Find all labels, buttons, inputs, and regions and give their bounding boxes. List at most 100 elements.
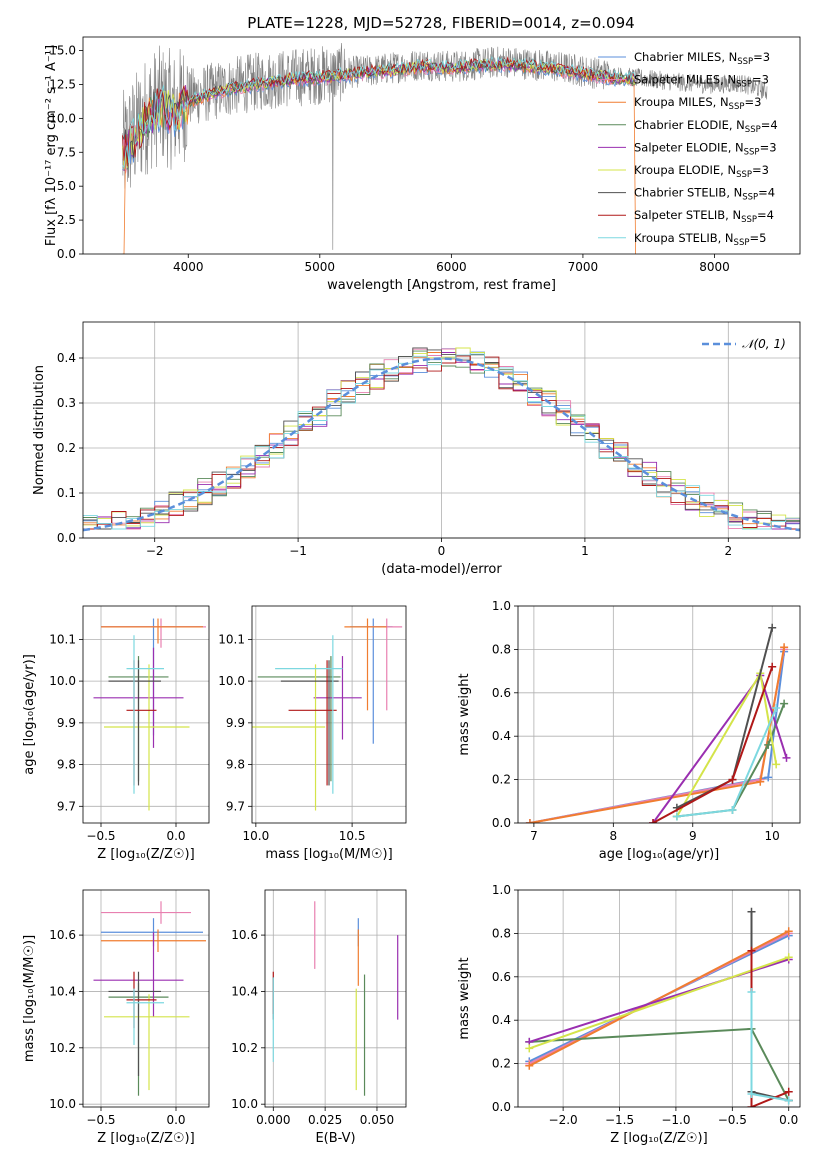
y-tick-label: 9.7	[226, 799, 245, 813]
weight-line	[528, 930, 790, 1067]
x-tick-label: 10	[765, 829, 780, 843]
x-tick-label: 0.050	[360, 1113, 394, 1127]
weight-marker	[525, 1044, 534, 1053]
x-tick-label: 5000	[305, 260, 336, 274]
weight-marker	[780, 699, 789, 708]
x-tick-label: 0.0	[166, 1113, 185, 1127]
plot-area	[93, 618, 206, 811]
y-tick-label: 10.0	[218, 674, 245, 688]
x-axis-label: wavelength [Angstrom, rest frame]	[327, 278, 556, 293]
legend-entry: Salpeter STELIB, NSSP=4	[634, 208, 774, 225]
y-tick-label: 10.6	[231, 928, 258, 942]
y-axis-label: mass weight	[457, 957, 472, 1039]
weight-marker	[764, 740, 773, 749]
y-tick-label: 10.0	[49, 674, 76, 688]
weight-marker	[772, 760, 781, 769]
x-tick-label: −1.5	[605, 1113, 634, 1127]
x-axis-label: Z [log₁₀(Z/Z☉)]	[97, 1131, 194, 1146]
weight-marker	[747, 1089, 756, 1098]
axes-weight_vs_Z: −2.0 −1.5 −1.0 −0.5 0.0 0.0 0.2 0.4 0.6 0.8 1.0 Z […	[457, 883, 801, 1146]
x-tick-label: 0	[438, 544, 446, 558]
x-tick-label: −1.0	[661, 1113, 690, 1127]
axes-spectrum: 4000 5000 6000 7000 8000 0.0 2.5 5.0 7.5 10.0 12.5…	[44, 36, 801, 293]
weight-marker	[525, 1061, 534, 1070]
legend-count: =3	[760, 140, 777, 154]
x-tick-label: 6000	[436, 260, 467, 274]
gridlines	[252, 606, 406, 823]
x-tick-label: 0.025	[308, 1113, 342, 1127]
y-tick-label: 0.0	[492, 816, 511, 830]
axes-frame	[517, 889, 801, 1108]
legend-subscript: SSP	[734, 238, 750, 248]
plot-area	[525, 907, 793, 1107]
x-tick-label: 7	[530, 829, 538, 843]
weight-marker	[756, 777, 765, 786]
y-tick-label: 0.3	[57, 396, 76, 410]
x-axis-label: mass [log₁₀(M/M☉)]	[265, 847, 392, 862]
legend-count: =3	[752, 73, 769, 87]
y-tick-label: 0.2	[57, 441, 76, 455]
axes-frame	[82, 889, 210, 1108]
legend-subscript: SSP	[745, 125, 761, 135]
legend-subscript: SSP	[736, 170, 752, 180]
axes-frame	[264, 889, 407, 1108]
plot-area	[525, 623, 791, 823]
weight-marker	[768, 662, 777, 671]
axes-frame	[82, 321, 801, 539]
y-tick-label: 10.2	[231, 1041, 258, 1055]
y-axis-label: Normed distribution	[32, 365, 47, 495]
axes-weight_vs_age: 7 8 9 10 0.0 0.2 0.4 0.6 0.8 1.0 age [log₁₀(age/yr…	[457, 599, 801, 862]
axes-frame	[82, 605, 210, 824]
weight-marker	[784, 927, 793, 936]
plot-area	[93, 901, 206, 1096]
x-tick-label: 4000	[173, 260, 204, 274]
weight-marker	[747, 907, 756, 916]
axes-age_vs_Z: −0.5 0.0 9.7 9.8 9.9 10.0 10.1 Z [log₁₀(Z/Z☉)] a…	[22, 605, 210, 862]
spectrum-data-line	[122, 42, 768, 250]
spectrum-model-line	[122, 55, 636, 169]
x-tick-label: 0.0	[779, 1113, 798, 1127]
y-tick-label: 0.6	[492, 970, 511, 984]
y-tick-label: 1.0	[492, 883, 511, 897]
weight-marker	[672, 812, 681, 821]
y-axis-label: Flux [fλ 10⁻¹⁷ erg cm⁻² s⁻¹ A⁻¹]	[44, 45, 59, 246]
weight-line	[528, 956, 790, 1050]
legend-entry: Chabrier ELODIE, NSSP=4	[634, 118, 778, 135]
x-tick-label: 8	[610, 829, 618, 843]
y-tick-label: 0.0	[57, 531, 76, 545]
y-tick-label: 10.6	[49, 928, 76, 942]
weight-marker	[747, 946, 756, 955]
x-axis-label: Z [log₁₀(Z/Z☉)]	[97, 847, 194, 862]
x-tick-label: −1	[289, 544, 307, 558]
legend-subscript: SSP	[729, 102, 745, 112]
weight-marker	[764, 773, 773, 782]
weight-marker	[649, 819, 658, 823]
y-tick-label: 9.7	[57, 799, 76, 813]
legend-count: =3	[752, 163, 769, 177]
legend-subscript: SSP	[742, 193, 758, 203]
legend-entry: Kroupa ELODIE, NSSP=3	[634, 163, 769, 180]
y-tick-label: 2.5	[57, 213, 76, 227]
legend-count: =4	[761, 118, 778, 132]
legend-entry: 𝒩(0, 1)	[742, 337, 786, 351]
gridlines	[265, 890, 406, 1107]
plot-area	[122, 42, 768, 254]
y-tick-label: 10.4	[231, 984, 258, 998]
y-tick-label: 10.0	[231, 1097, 258, 1111]
y-axis-label: mass [log₁₀(M/M☉)]	[22, 935, 37, 1062]
legend-count: =4	[758, 186, 775, 200]
y-tick-label: 0.4	[492, 729, 511, 743]
y-tick-label: 0.1	[57, 486, 76, 500]
y-tick-label: 15.0	[49, 44, 76, 58]
y-tick-label: 10.1	[218, 632, 245, 646]
y-tick-label: 0.8	[492, 926, 511, 940]
legend-count: =3	[744, 95, 761, 109]
y-tick-label: 0.4	[57, 351, 76, 365]
y-tick-label: 12.5	[49, 77, 76, 91]
legend-entry: Chabrier STELIB, NSSP=4	[634, 186, 775, 203]
y-tick-label: 10.0	[49, 1097, 76, 1111]
x-axis-label: (data-model)/error	[381, 562, 502, 577]
plot-area	[83, 347, 800, 532]
